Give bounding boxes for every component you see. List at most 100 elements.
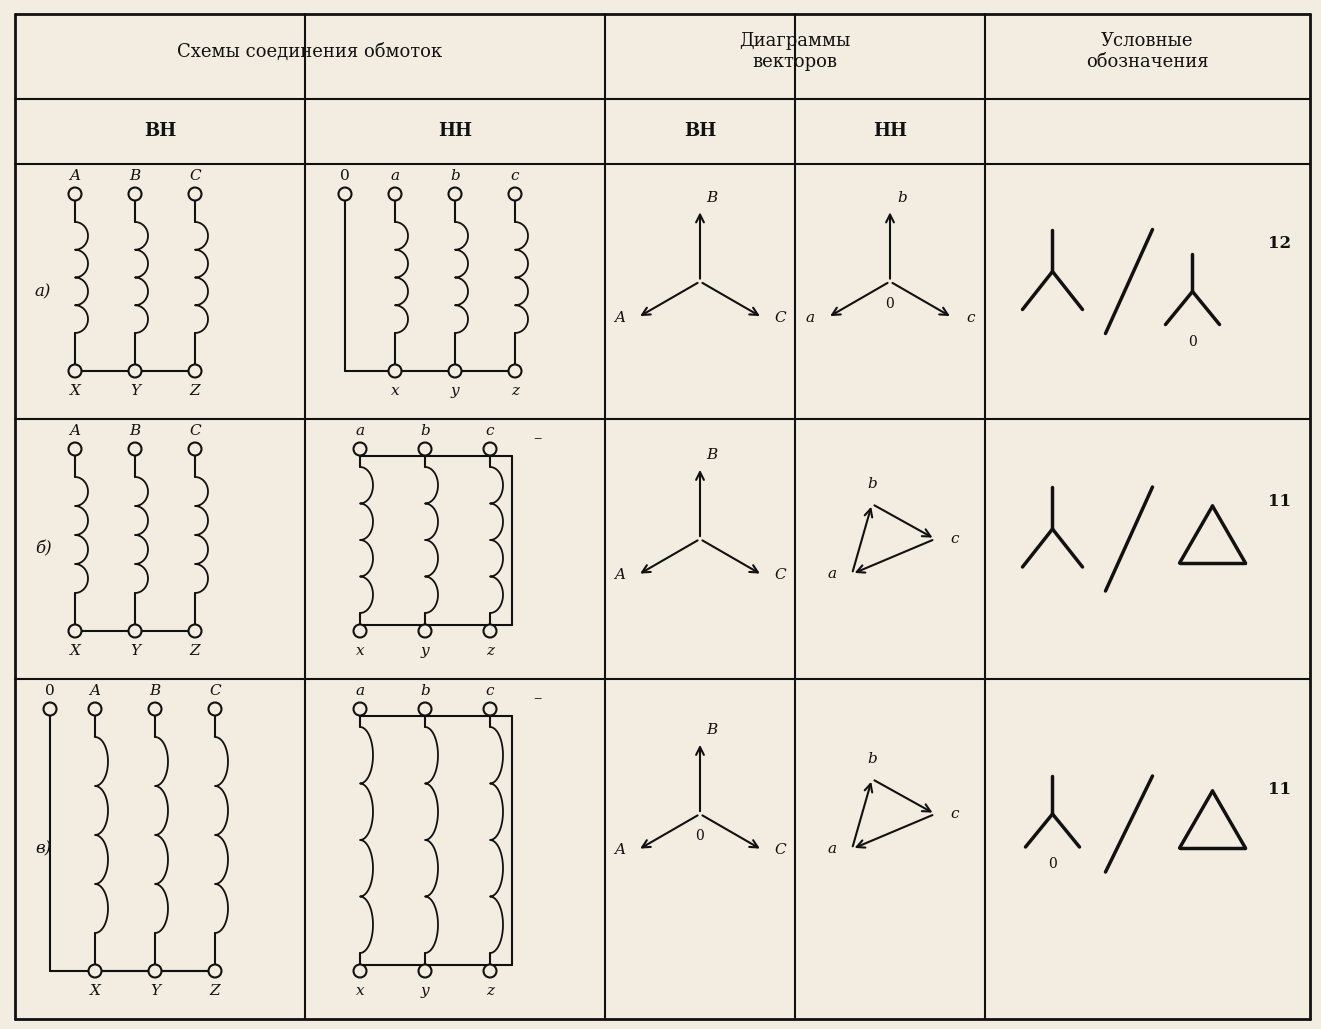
Text: b: b bbox=[867, 752, 877, 766]
Circle shape bbox=[509, 187, 522, 201]
Text: x: x bbox=[355, 984, 365, 998]
Circle shape bbox=[509, 364, 522, 378]
Text: b: b bbox=[420, 684, 429, 698]
Circle shape bbox=[189, 625, 202, 638]
Text: b: b bbox=[420, 424, 429, 438]
Text: B: B bbox=[707, 448, 717, 462]
Circle shape bbox=[69, 364, 82, 378]
Text: c: c bbox=[966, 311, 975, 324]
Text: Z: Z bbox=[190, 384, 201, 398]
Circle shape bbox=[388, 364, 402, 378]
Circle shape bbox=[483, 625, 497, 638]
Circle shape bbox=[189, 442, 202, 456]
Circle shape bbox=[128, 187, 141, 201]
Circle shape bbox=[483, 964, 497, 978]
Text: A: A bbox=[614, 311, 625, 324]
Circle shape bbox=[354, 703, 366, 715]
Circle shape bbox=[209, 703, 222, 715]
Circle shape bbox=[354, 625, 366, 638]
Circle shape bbox=[148, 703, 161, 715]
Circle shape bbox=[128, 625, 141, 638]
Text: Y: Y bbox=[129, 384, 140, 398]
Text: y: y bbox=[420, 984, 429, 998]
Text: z: z bbox=[486, 984, 494, 998]
Text: c: c bbox=[486, 684, 494, 698]
Text: 0: 0 bbox=[1048, 857, 1057, 871]
Text: B: B bbox=[707, 190, 717, 205]
Text: а): а) bbox=[34, 283, 52, 300]
Text: b: b bbox=[867, 477, 877, 491]
Text: a: a bbox=[827, 842, 836, 856]
Text: Условные
обозначения: Условные обозначения bbox=[1086, 32, 1209, 71]
Text: c: c bbox=[511, 169, 519, 183]
Circle shape bbox=[69, 187, 82, 201]
Text: a: a bbox=[391, 169, 399, 183]
Text: a: a bbox=[804, 311, 814, 324]
Text: A: A bbox=[70, 424, 81, 438]
Text: A: A bbox=[70, 169, 81, 183]
Text: 0: 0 bbox=[696, 829, 704, 843]
Text: B: B bbox=[707, 723, 717, 737]
Text: 0: 0 bbox=[1188, 334, 1197, 349]
Text: c: c bbox=[951, 532, 959, 546]
Text: 0: 0 bbox=[885, 296, 894, 311]
Circle shape bbox=[419, 964, 432, 978]
Text: 0: 0 bbox=[45, 684, 55, 698]
Text: Схемы соединения обмоток: Схемы соединения обмоток bbox=[177, 42, 443, 61]
Text: C: C bbox=[774, 311, 786, 324]
Text: 11: 11 bbox=[1268, 781, 1292, 797]
Circle shape bbox=[189, 364, 202, 378]
Text: в): в) bbox=[34, 841, 52, 857]
Text: –: – bbox=[532, 690, 542, 708]
Text: b: b bbox=[897, 190, 908, 205]
Text: ВН: ВН bbox=[684, 122, 716, 141]
Circle shape bbox=[419, 625, 432, 638]
Text: ВН: ВН bbox=[144, 122, 176, 141]
Text: a: a bbox=[355, 424, 365, 438]
Text: Z: Z bbox=[210, 984, 221, 998]
Circle shape bbox=[483, 703, 497, 715]
Text: z: z bbox=[511, 384, 519, 398]
Text: X: X bbox=[90, 984, 100, 998]
Text: Диаграммы
векторов: Диаграммы векторов bbox=[740, 32, 851, 71]
Text: B: B bbox=[129, 424, 140, 438]
Circle shape bbox=[69, 625, 82, 638]
Circle shape bbox=[148, 964, 161, 978]
Text: x: x bbox=[391, 384, 399, 398]
Text: B: B bbox=[129, 169, 140, 183]
Text: НН: НН bbox=[439, 122, 472, 141]
Circle shape bbox=[449, 364, 461, 378]
Text: y: y bbox=[420, 644, 429, 658]
Circle shape bbox=[483, 442, 497, 456]
Text: C: C bbox=[189, 424, 201, 438]
Text: 12: 12 bbox=[1268, 235, 1292, 252]
Text: b: b bbox=[450, 169, 460, 183]
Circle shape bbox=[354, 442, 366, 456]
Circle shape bbox=[419, 442, 432, 456]
Circle shape bbox=[69, 442, 82, 456]
Circle shape bbox=[89, 703, 102, 715]
Text: C: C bbox=[774, 568, 786, 582]
Circle shape bbox=[89, 964, 102, 978]
Text: 11: 11 bbox=[1268, 493, 1292, 509]
Circle shape bbox=[388, 187, 402, 201]
Text: НН: НН bbox=[873, 122, 908, 141]
Text: A: A bbox=[614, 568, 625, 582]
Circle shape bbox=[354, 964, 366, 978]
Text: y: y bbox=[450, 384, 460, 398]
Text: C: C bbox=[774, 843, 786, 857]
Text: б): б) bbox=[34, 540, 52, 558]
Text: X: X bbox=[70, 384, 81, 398]
Text: a: a bbox=[827, 567, 836, 581]
Circle shape bbox=[128, 442, 141, 456]
Circle shape bbox=[338, 187, 351, 201]
Text: x: x bbox=[355, 644, 365, 658]
Text: c: c bbox=[951, 807, 959, 821]
Text: a: a bbox=[355, 684, 365, 698]
Circle shape bbox=[419, 703, 432, 715]
Text: C: C bbox=[189, 169, 201, 183]
Text: c: c bbox=[486, 424, 494, 438]
Circle shape bbox=[44, 703, 57, 715]
Text: 0: 0 bbox=[339, 169, 350, 183]
Circle shape bbox=[449, 187, 461, 201]
